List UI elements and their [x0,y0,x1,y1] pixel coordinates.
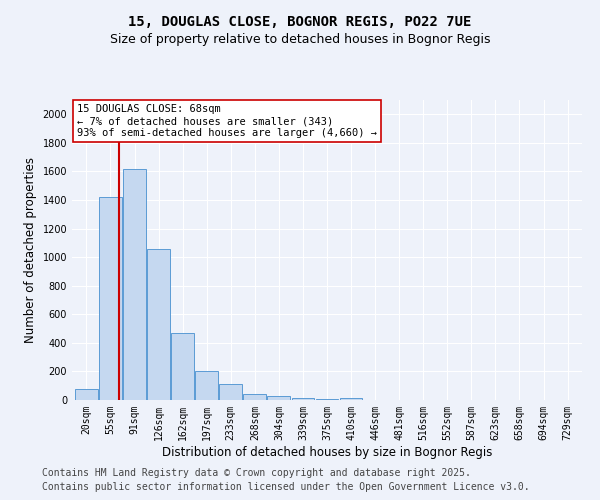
Bar [340,398,362,400]
Bar [147,248,170,400]
Bar [268,396,290,400]
Text: Size of property relative to detached houses in Bognor Regis: Size of property relative to detached ho… [110,32,490,46]
Bar [171,333,194,400]
Bar [195,370,218,400]
Text: 15, DOUGLAS CLOSE, BOGNOR REGIS, PO22 7UE: 15, DOUGLAS CLOSE, BOGNOR REGIS, PO22 7U… [128,15,472,29]
Bar [292,398,314,400]
Bar [99,197,122,400]
Bar [220,384,242,400]
Bar [244,394,266,400]
Bar [123,168,146,400]
Bar [75,388,98,400]
Text: Contains public sector information licensed under the Open Government Licence v3: Contains public sector information licen… [42,482,530,492]
Bar [316,398,338,400]
Text: 15 DOUGLAS CLOSE: 68sqm
← 7% of detached houses are smaller (343)
93% of semi-de: 15 DOUGLAS CLOSE: 68sqm ← 7% of detached… [77,104,377,138]
Text: Contains HM Land Registry data © Crown copyright and database right 2025.: Contains HM Land Registry data © Crown c… [42,468,471,477]
Y-axis label: Number of detached properties: Number of detached properties [24,157,37,343]
X-axis label: Distribution of detached houses by size in Bognor Regis: Distribution of detached houses by size … [162,446,492,458]
